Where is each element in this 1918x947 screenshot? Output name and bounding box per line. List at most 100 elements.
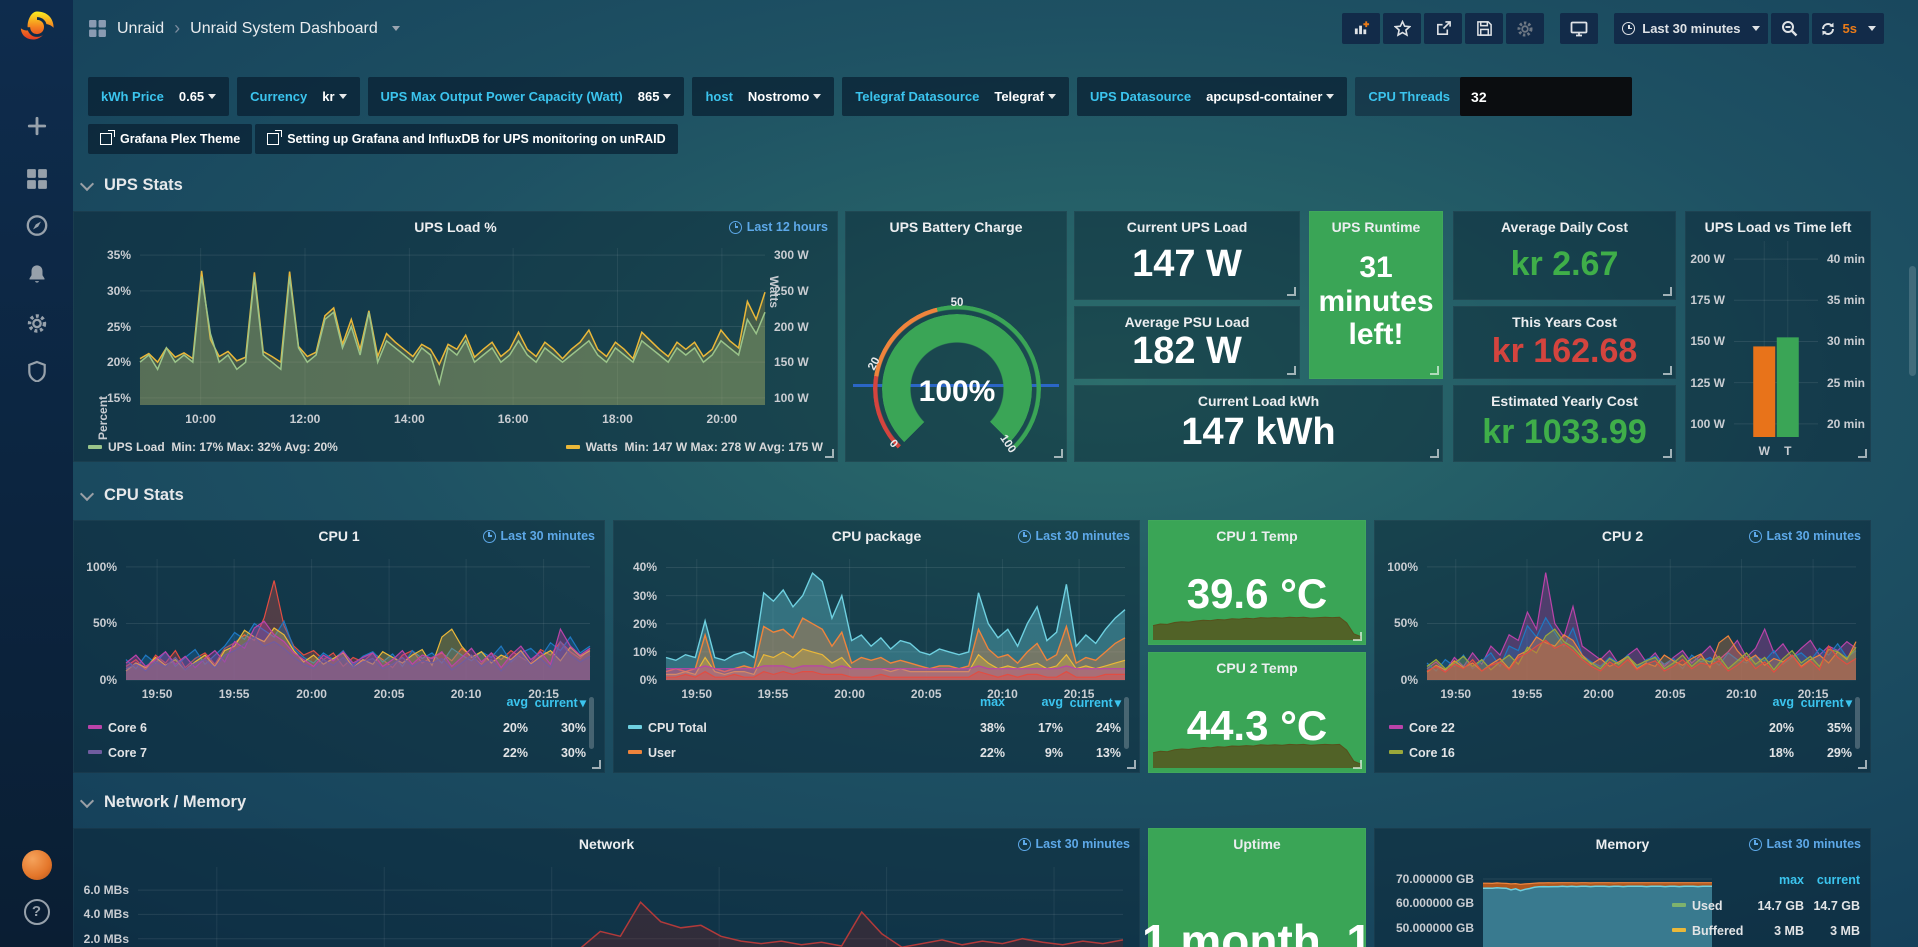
resize-handle[interactable] — [592, 760, 601, 769]
resize-handle[interactable] — [1663, 366, 1672, 375]
resize-handle[interactable] — [1353, 632, 1362, 641]
cpu2-chart[interactable]: 19:50 19:55 20:00 20:05 20:10 20:15 0% 50% 100% — [1387, 559, 1857, 701]
time-range-picker[interactable]: Last 30 minutes — [1614, 13, 1768, 44]
variable-ups-datasource[interactable]: UPS Datasource apcupsd-container — [1076, 77, 1348, 116]
panel-title[interactable]: UPS Load % — [414, 219, 497, 235]
panel-title[interactable]: Memory — [1595, 836, 1650, 852]
axis-tick: 19:50 — [681, 687, 713, 701]
legend-item[interactable]: Core 7 22% 30% — [88, 740, 586, 765]
configuration-gear-icon[interactable] — [25, 312, 48, 335]
section-cpu-stats[interactable]: CPU Stats — [76, 486, 184, 505]
link-grafana-plex-theme[interactable]: Grafana Plex Theme — [88, 124, 253, 154]
time-range-badge[interactable]: Last 30 minutes — [482, 529, 595, 543]
panel-title[interactable]: Estimated Yearly Cost — [1491, 393, 1638, 409]
resize-handle[interactable] — [1054, 449, 1063, 458]
resize-handle[interactable] — [1663, 449, 1672, 458]
cycle-view-button[interactable] — [1560, 13, 1599, 44]
panel-title[interactable]: UPS Battery Charge — [889, 219, 1023, 235]
ups-load-chart[interactable]: 10:00 12:00 14:00 16:00 18:00 20:00 15% 20% 25% 3… — [107, 248, 809, 426]
panel-title[interactable]: Average Daily Cost — [1500, 219, 1629, 235]
battery-gauge[interactable]: 100% 50 20 0 100 — [866, 297, 1041, 473]
user-avatar[interactable] — [21, 850, 52, 880]
legend-scrollbar[interactable] — [1124, 697, 1129, 749]
zoom-out-button[interactable] — [1770, 13, 1809, 44]
variable-telegraf-datasource[interactable]: Telegraf Datasource Telegraf — [842, 77, 1069, 116]
resize-handle[interactable] — [1287, 287, 1296, 296]
time-range-badge[interactable]: Last 30 minutes — [1017, 529, 1130, 543]
legend-scrollbar[interactable] — [589, 697, 594, 749]
panel-title[interactable]: UPS Load vs Time left — [1704, 219, 1852, 235]
dashboards-icon[interactable] — [26, 168, 48, 190]
legend-item[interactable]: Core 6 20% 30% — [88, 715, 586, 740]
apps-grid-icon[interactable] — [88, 19, 107, 38]
resize-handle[interactable] — [1858, 449, 1867, 458]
variable-kwh-price[interactable]: kWh Price 0.65 — [88, 77, 230, 116]
ups-load-vs-time-chart[interactable]: 100 W 125 W 150 W 175 W 200 W 20 min 25 min 30 … — [1690, 241, 1865, 458]
memory-chart[interactable]: 50.000000 GB 60.000000 GB 70.000000 GB — [1396, 867, 1712, 947]
cpu-threads-input[interactable] — [1460, 77, 1633, 116]
resize-handle[interactable] — [1430, 366, 1439, 375]
resize-handle[interactable] — [1663, 287, 1672, 296]
panel-title[interactable]: This Years Cost — [1512, 314, 1617, 330]
legend-item[interactable]: Core 22 20% 35% — [1389, 715, 1852, 740]
axis-tick: T — [1784, 444, 1792, 458]
variable-host[interactable]: host Nostromo — [692, 77, 835, 116]
network-chart[interactable]: 2.0 MBs 4.0 MBs 6.0 MBs — [84, 867, 1124, 947]
legend-item[interactable]: CPU Total 38% 17% 24% — [628, 715, 1121, 740]
explore-compass-icon[interactable] — [25, 214, 48, 237]
grafana-logo-icon[interactable] — [16, 8, 58, 50]
panel-title[interactable]: UPS Runtime — [1331, 219, 1421, 235]
section-network-memory[interactable]: Network / Memory — [76, 793, 246, 812]
save-button[interactable] — [1465, 13, 1504, 44]
legend-scrollbar[interactable] — [1855, 697, 1860, 749]
legend-item[interactable]: User 22% 9% 13% — [628, 740, 1121, 765]
share-button[interactable] — [1424, 13, 1463, 44]
resize-handle[interactable] — [1127, 760, 1136, 769]
resize-handle[interactable] — [1287, 366, 1296, 375]
time-range-badge[interactable]: Last 30 minutes — [1748, 529, 1861, 543]
panel-title[interactable]: CPU 2 — [1601, 528, 1644, 544]
resize-handle[interactable] — [825, 449, 834, 458]
chevron-down-icon — [79, 176, 95, 191]
dashboard-dropdown-caret-icon[interactable] — [391, 26, 400, 35]
time-range-badge[interactable]: Last 30 minutes — [1748, 837, 1861, 851]
refresh-button[interactable]: 5s — [1811, 13, 1884, 44]
resize-handle[interactable] — [1858, 760, 1867, 769]
axis-tick: 19:55 — [218, 687, 250, 701]
breadcrumb-root[interactable]: Unraid — [117, 19, 165, 37]
panel-title[interactable]: CPU 1 — [318, 528, 360, 544]
chart-legend: UPS Load Min: 17% Max: 32% Avg: 20% Watt… — [88, 440, 823, 454]
panel-title[interactable]: Current UPS Load — [1126, 219, 1248, 235]
panel-title[interactable]: Average PSU Load — [1124, 314, 1250, 330]
cpu-package-chart[interactable]: 19:50 19:55 20:00 20:05 20:10 20:15 0% 10% 20% 30… — [633, 559, 1126, 701]
add-panel-button[interactable] — [1342, 13, 1381, 44]
create-icon[interactable] — [26, 115, 48, 137]
cpu1-chart[interactable]: 19:50 19:55 20:00 20:05 20:10 20:15 0% 50% 100% — [86, 559, 591, 701]
panel-title[interactable]: CPU 2 Temp — [1216, 660, 1298, 676]
time-range-badge[interactable]: Last 30 minutes — [1017, 837, 1130, 851]
panel-title[interactable]: Network — [578, 836, 635, 852]
server-admin-shield-icon[interactable] — [26, 360, 48, 382]
panel-title[interactable]: Current Load kWh — [1197, 393, 1320, 409]
time-range-badge[interactable]: Last 12 hours — [728, 220, 828, 234]
page-scrollbar[interactable] — [1909, 266, 1916, 376]
help-icon[interactable]: ? — [23, 899, 50, 925]
resize-handle[interactable] — [1353, 760, 1362, 769]
legend-item[interactable]: Core 16 18% 29% — [1389, 740, 1852, 765]
legend-item[interactable]: UPS Load Min: 17% Max: 32% Avg: 20% — [88, 440, 338, 454]
panel-title[interactable]: Uptime — [1233, 836, 1281, 852]
breadcrumb-page[interactable]: Unraid System Dashboard — [190, 19, 378, 37]
variable-currency[interactable]: Currency kr — [237, 77, 360, 116]
dashboard-settings-button[interactable] — [1506, 13, 1545, 44]
panel-title[interactable]: CPU package — [831, 528, 922, 544]
legend-item[interactable]: Buffered 3 MB 3 MB — [1672, 918, 1860, 943]
link-ups-monitoring-guide[interactable]: Setting up Grafana and InfluxDB for UPS … — [255, 124, 678, 154]
resize-handle[interactable] — [1430, 449, 1439, 458]
variable-ups-max-output[interactable]: UPS Max Output Power Capacity (Watt) 865 — [367, 77, 685, 116]
star-button[interactable] — [1383, 13, 1422, 44]
panel-title[interactable]: CPU 1 Temp — [1216, 528, 1298, 544]
alerting-bell-icon[interactable] — [26, 263, 48, 285]
legend-item[interactable]: Used 14.7 GB 14.7 GB — [1672, 893, 1860, 918]
legend-item[interactable]: Watts Min: 147 W Max: 278 W Avg: 175 W — [565, 440, 823, 454]
section-ups-stats[interactable]: UPS Stats — [76, 176, 183, 195]
